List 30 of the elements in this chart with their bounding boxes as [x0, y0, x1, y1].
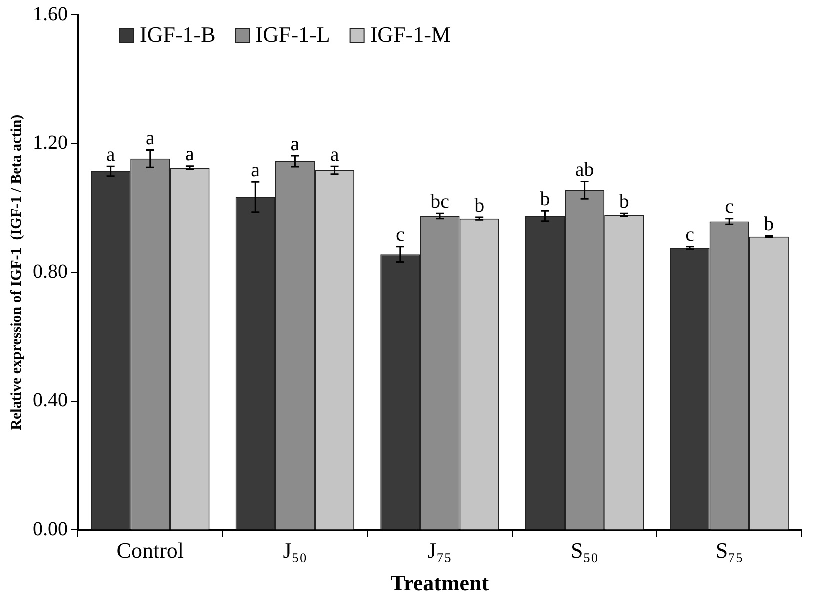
data-label: a [106, 144, 116, 166]
data-label: b [764, 213, 774, 236]
y-tick-label: 0.80 [33, 260, 68, 283]
data-label: b [540, 188, 550, 210]
data-label: a [251, 159, 260, 182]
data-label: a [290, 133, 300, 156]
x-axis-title: Treatment [390, 570, 490, 596]
data-label: ab [575, 159, 594, 182]
data-label: a [330, 144, 340, 166]
data-label: b [619, 190, 630, 213]
y-tick-label: 0.40 [33, 390, 68, 412]
data-label: c [396, 224, 405, 246]
data-label: b [474, 194, 485, 217]
x-tick-label: J₅₀ [283, 538, 308, 564]
data-label: bc [430, 190, 450, 213]
x-tick-label: J₇₅ [428, 538, 452, 564]
y-tick-label: 1.60 [33, 3, 68, 26]
x-tick-label: S₅₀ [571, 538, 599, 564]
y-tick-label: 0.00 [33, 518, 68, 540]
y-axis-title: Relative expression of IGF-1 (IGF-1 / Beta actin) [8, 114, 25, 430]
data-label: c [686, 224, 695, 246]
legend-label: IGF-1-M [370, 22, 451, 47]
legend-label: IGF-1-B [140, 22, 216, 47]
x-tick-label: Control [116, 538, 184, 564]
data-label: c [725, 196, 734, 218]
data-label: a [186, 144, 195, 166]
legend-label: IGF-1-L [256, 22, 330, 47]
y-tick-label: 1.20 [33, 132, 68, 154]
x-tick-label: S₇₅ [716, 538, 744, 564]
data-label: a [146, 127, 155, 150]
